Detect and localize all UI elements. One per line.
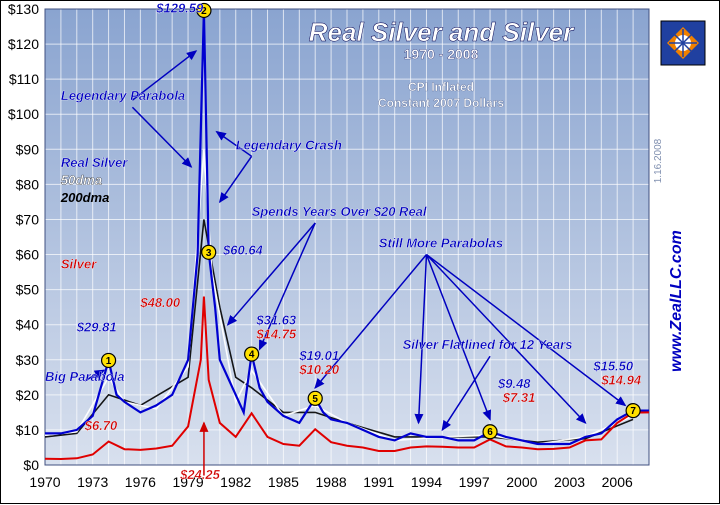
annotation-label: $14.75 bbox=[255, 327, 297, 342]
legend-silver: Silver bbox=[61, 257, 97, 272]
y-tick-label: $80 bbox=[16, 176, 40, 192]
x-tick-label: 1982 bbox=[220, 474, 251, 490]
cpi-note: CPI Inflated bbox=[408, 80, 474, 94]
annotation-label: $10.20 bbox=[298, 362, 340, 377]
x-tick-label: 1970 bbox=[29, 474, 60, 490]
x-tick-label: 2006 bbox=[602, 474, 633, 490]
svg-text:3: 3 bbox=[206, 248, 212, 259]
annotation-label: Legendary Crash bbox=[236, 137, 342, 152]
legend-50dma: 50dma bbox=[61, 172, 102, 187]
y-tick-label: $90 bbox=[16, 141, 40, 157]
chart-svg: $0 $10 $20 $30 $40 $50 $60 $70 $80 $90 $100 $110 $12… bbox=[1, 1, 720, 505]
y-tick-label: $30 bbox=[16, 352, 40, 368]
y-tick-label: $110 bbox=[9, 71, 39, 87]
annotation-label: $14.94 bbox=[600, 372, 642, 387]
svg-text:6: 6 bbox=[487, 427, 493, 438]
date-stamp: 1.16.2008 bbox=[653, 138, 664, 183]
y-tick-label: $60 bbox=[16, 247, 40, 263]
x-tick-label: 2000 bbox=[506, 474, 537, 490]
y-tick-label: $20 bbox=[16, 387, 40, 403]
y-tick-label: $70 bbox=[16, 211, 40, 227]
chart-subtitle: 1970 - 2008 bbox=[404, 46, 479, 62]
y-tick-label: $120 bbox=[8, 36, 39, 52]
annotation-label: $24.25 bbox=[179, 467, 221, 482]
source-url: www.ZealLLC.com bbox=[668, 230, 685, 372]
y-tick-label: $100 bbox=[8, 106, 39, 122]
annotation-label: Silver Flatlined for 12 Years bbox=[403, 337, 573, 352]
x-tick-label: 2003 bbox=[554, 474, 585, 490]
x-tick-label: 1997 bbox=[459, 474, 490, 490]
chart-title: Real Silver and Silver bbox=[309, 17, 575, 47]
x-tick-label: 1994 bbox=[411, 474, 442, 490]
annotation-label: Still More Parabolas bbox=[379, 236, 503, 251]
x-tick-label: 1988 bbox=[316, 474, 347, 490]
y-tick-label: $40 bbox=[16, 317, 40, 333]
silver-chart: $0 $10 $20 $30 $40 $50 $60 $70 $80 $90 $100 $110 $12… bbox=[0, 0, 720, 504]
annotation-label: Spends Years Over $20 Real bbox=[252, 204, 427, 219]
svg-text:4: 4 bbox=[249, 350, 255, 361]
cpi-note-2: Constant 2007 Dollars bbox=[378, 96, 504, 110]
y-tick-label: $130 bbox=[8, 1, 39, 17]
y-tick-label: $10 bbox=[16, 422, 40, 438]
x-tick-label: 1991 bbox=[363, 474, 394, 490]
annotation-label: $6.70 bbox=[84, 418, 118, 433]
x-tick-label: 1976 bbox=[125, 474, 156, 490]
x-tick-label: 1985 bbox=[268, 474, 299, 490]
annotation-label: $29.81 bbox=[76, 320, 117, 335]
legend-realsilver: Real Silver bbox=[61, 155, 128, 170]
annotation-label: Legendary Parabola bbox=[61, 88, 185, 103]
svg-text:7: 7 bbox=[630, 406, 636, 417]
annotation-label: $48.00 bbox=[139, 295, 181, 310]
svg-text:1: 1 bbox=[106, 356, 112, 367]
annotation-label: $7.31 bbox=[502, 390, 536, 405]
annotation-label: Big Parabola bbox=[45, 369, 124, 384]
y-tick-label: $0 bbox=[23, 457, 39, 473]
annotation-label: $15.50 bbox=[592, 358, 634, 373]
y-tick-label: $50 bbox=[16, 282, 40, 298]
annotation-label: $129.59 bbox=[155, 1, 204, 16]
annotation-label: $60.64 bbox=[222, 243, 264, 258]
x-tick-label: 1973 bbox=[77, 474, 108, 490]
svg-text:5: 5 bbox=[312, 394, 318, 405]
annotation-label: $19.01 bbox=[298, 348, 339, 363]
annotation-label: $31.63 bbox=[255, 313, 297, 328]
legend-200dma: 200dma bbox=[60, 190, 109, 205]
annotation-label: $9.48 bbox=[497, 376, 531, 391]
